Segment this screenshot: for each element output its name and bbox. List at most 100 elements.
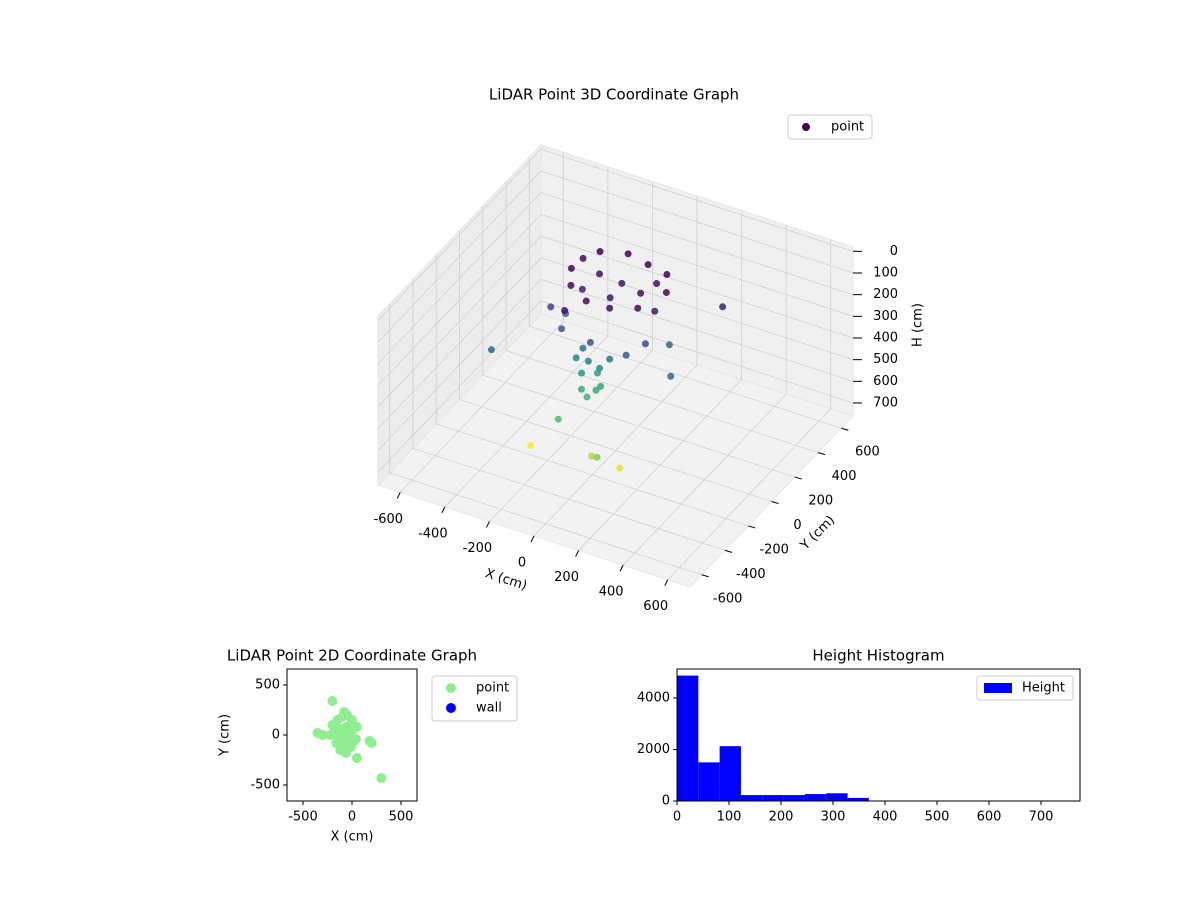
- point: [662, 289, 670, 297]
- y-tick-label: 0: [793, 518, 801, 533]
- bar: [719, 746, 741, 801]
- y-tick-label: 500: [255, 678, 280, 693]
- chart-title: Height Histogram: [812, 647, 944, 665]
- bar: [698, 762, 720, 801]
- point: [312, 728, 323, 738]
- bar: [762, 795, 784, 801]
- point: [579, 254, 587, 262]
- z-tick-label: 100: [873, 266, 898, 281]
- point: [376, 773, 387, 783]
- point: [606, 355, 614, 363]
- legend-box: [787, 114, 873, 140]
- point: [665, 341, 673, 349]
- grid-line: [377, 300, 854, 473]
- z-axis-label: H (cm): [911, 303, 926, 347]
- point: [487, 346, 495, 354]
- y-tick: [817, 452, 826, 456]
- x-tick-label: 300: [821, 810, 846, 825]
- point: [579, 344, 587, 352]
- y-tick-label: -500: [250, 778, 280, 793]
- point: [578, 369, 586, 377]
- grid-line: [482, 206, 795, 478]
- grid-line: [377, 192, 854, 364]
- chart-title: LiDAR Point 2D Coordinate Graph: [227, 647, 477, 665]
- x-tick-label: 200: [769, 810, 794, 825]
- z-tick-label: 300: [873, 309, 898, 324]
- y-axis-label: Y (cm): [797, 513, 838, 554]
- point: [597, 382, 605, 390]
- point: [586, 338, 594, 346]
- axes-frame: [676, 668, 1081, 802]
- x-tick-label: -200: [463, 541, 493, 556]
- x-tick: [530, 535, 535, 543]
- point: [588, 452, 596, 460]
- grid-line: [505, 181, 819, 454]
- y-tick: [748, 525, 756, 529]
- point: [527, 441, 535, 449]
- y-tick: [841, 427, 849, 431]
- y-tick-label: 0: [272, 728, 280, 743]
- x-tick: [485, 521, 490, 528]
- x-tick-label: -500: [288, 810, 318, 825]
- point: [593, 369, 601, 377]
- grid-line: [435, 254, 749, 527]
- y-tick: [724, 549, 733, 553]
- point: [651, 307, 659, 315]
- z-tick-label: 400: [873, 331, 898, 346]
- point: [596, 270, 604, 278]
- point: [578, 285, 586, 293]
- point: [618, 279, 626, 287]
- z-tick-label: 700: [873, 396, 898, 411]
- x-tick: [619, 564, 624, 572]
- grid-line: [578, 210, 742, 551]
- legend-marker: [802, 123, 810, 131]
- point: [719, 303, 727, 311]
- point: [327, 696, 338, 706]
- point: [567, 281, 575, 289]
- point: [366, 738, 377, 748]
- x-tick: [441, 506, 446, 514]
- grid-line: [459, 230, 772, 502]
- x-tick-label: 500: [389, 810, 414, 825]
- bar: [677, 675, 699, 801]
- point: [339, 707, 350, 717]
- y-tick-label: -200: [759, 542, 789, 557]
- y-tick: [771, 501, 779, 504]
- legend-marker: [446, 683, 456, 693]
- point: [622, 351, 630, 359]
- grid-line: [377, 170, 854, 343]
- y-tick-label: 4000: [637, 690, 670, 705]
- grid-line: [622, 225, 787, 566]
- grid-line: [377, 257, 854, 429]
- point: [637, 289, 645, 297]
- point: [347, 715, 357, 725]
- point: [606, 304, 614, 312]
- grid-line: [377, 148, 854, 321]
- z-tick-label: 200: [873, 287, 898, 302]
- grid-line: [377, 213, 854, 386]
- grid-line: [399, 152, 564, 493]
- point: [624, 250, 632, 258]
- x-tick: [396, 492, 401, 499]
- legend-label: Height: [1022, 681, 1065, 696]
- legend-label: point: [831, 120, 864, 135]
- legend-label: point: [476, 681, 509, 696]
- point: [593, 453, 601, 461]
- point: [351, 753, 362, 763]
- grid-line: [389, 303, 702, 576]
- y-tick-label: -400: [736, 567, 766, 582]
- y-tick-label: 400: [832, 469, 857, 484]
- bar: [804, 794, 827, 801]
- bar: [826, 793, 848, 801]
- legend-label: wall: [476, 701, 502, 716]
- y-tick-label: 0: [662, 794, 670, 809]
- y-tick-label: -600: [713, 591, 743, 606]
- bar: [740, 795, 763, 801]
- grid-line: [667, 239, 832, 580]
- point: [667, 372, 675, 380]
- y-tick-label: 600: [855, 445, 880, 460]
- point: [554, 415, 562, 423]
- bar: [783, 795, 805, 801]
- x-axis-label: X (cm): [331, 830, 374, 845]
